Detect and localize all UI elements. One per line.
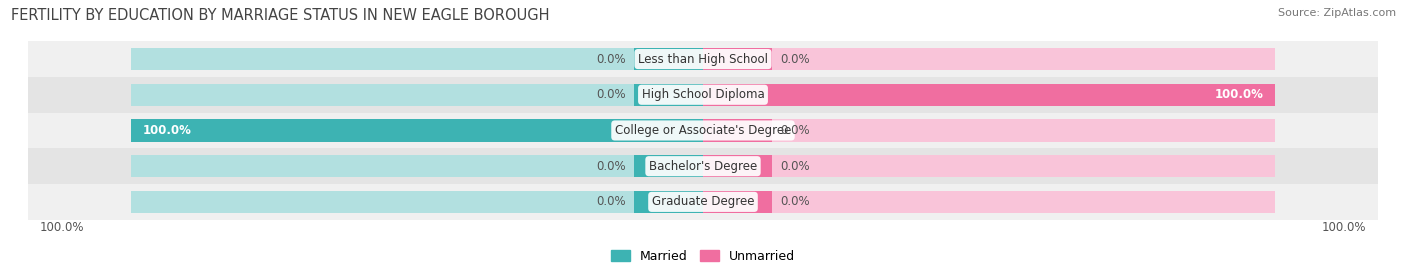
Text: 0.0%: 0.0% — [596, 195, 626, 208]
Bar — [17, 77, 1389, 113]
Bar — [17, 184, 1389, 220]
Text: Less than High School: Less than High School — [638, 52, 768, 66]
Bar — [703, 48, 1275, 70]
Bar — [131, 191, 703, 213]
Bar — [703, 191, 772, 213]
Bar — [703, 84, 1275, 106]
Text: 100.0%: 100.0% — [142, 124, 191, 137]
Bar — [703, 119, 772, 141]
Bar — [131, 48, 703, 70]
Bar — [634, 155, 703, 177]
Bar — [703, 119, 1275, 141]
Text: Bachelor's Degree: Bachelor's Degree — [650, 160, 756, 173]
Bar — [703, 48, 772, 70]
Bar — [131, 119, 703, 141]
Text: College or Associate's Degree: College or Associate's Degree — [614, 124, 792, 137]
Bar — [703, 191, 1275, 213]
Bar — [634, 191, 703, 213]
Text: Source: ZipAtlas.com: Source: ZipAtlas.com — [1278, 8, 1396, 18]
Text: 0.0%: 0.0% — [780, 160, 810, 173]
Bar — [634, 48, 703, 70]
Bar — [17, 41, 1389, 77]
Text: 0.0%: 0.0% — [780, 195, 810, 208]
Text: 100.0%: 100.0% — [1215, 88, 1264, 101]
Text: FERTILITY BY EDUCATION BY MARRIAGE STATUS IN NEW EAGLE BOROUGH: FERTILITY BY EDUCATION BY MARRIAGE STATU… — [11, 8, 550, 23]
Bar — [17, 113, 1389, 148]
Legend: Married, Unmarried: Married, Unmarried — [609, 247, 797, 266]
Bar — [703, 84, 1275, 106]
Bar — [131, 119, 703, 141]
Bar — [17, 148, 1389, 184]
Text: 0.0%: 0.0% — [596, 160, 626, 173]
Text: 0.0%: 0.0% — [780, 52, 810, 66]
Bar — [131, 84, 703, 106]
Bar — [703, 155, 772, 177]
Bar — [634, 84, 703, 106]
Bar — [703, 155, 1275, 177]
Text: 100.0%: 100.0% — [1322, 221, 1367, 234]
Text: Graduate Degree: Graduate Degree — [652, 195, 754, 208]
Bar — [131, 155, 703, 177]
Text: 0.0%: 0.0% — [596, 88, 626, 101]
Text: High School Diploma: High School Diploma — [641, 88, 765, 101]
Text: 100.0%: 100.0% — [39, 221, 84, 234]
Text: 0.0%: 0.0% — [596, 52, 626, 66]
Text: 0.0%: 0.0% — [780, 124, 810, 137]
